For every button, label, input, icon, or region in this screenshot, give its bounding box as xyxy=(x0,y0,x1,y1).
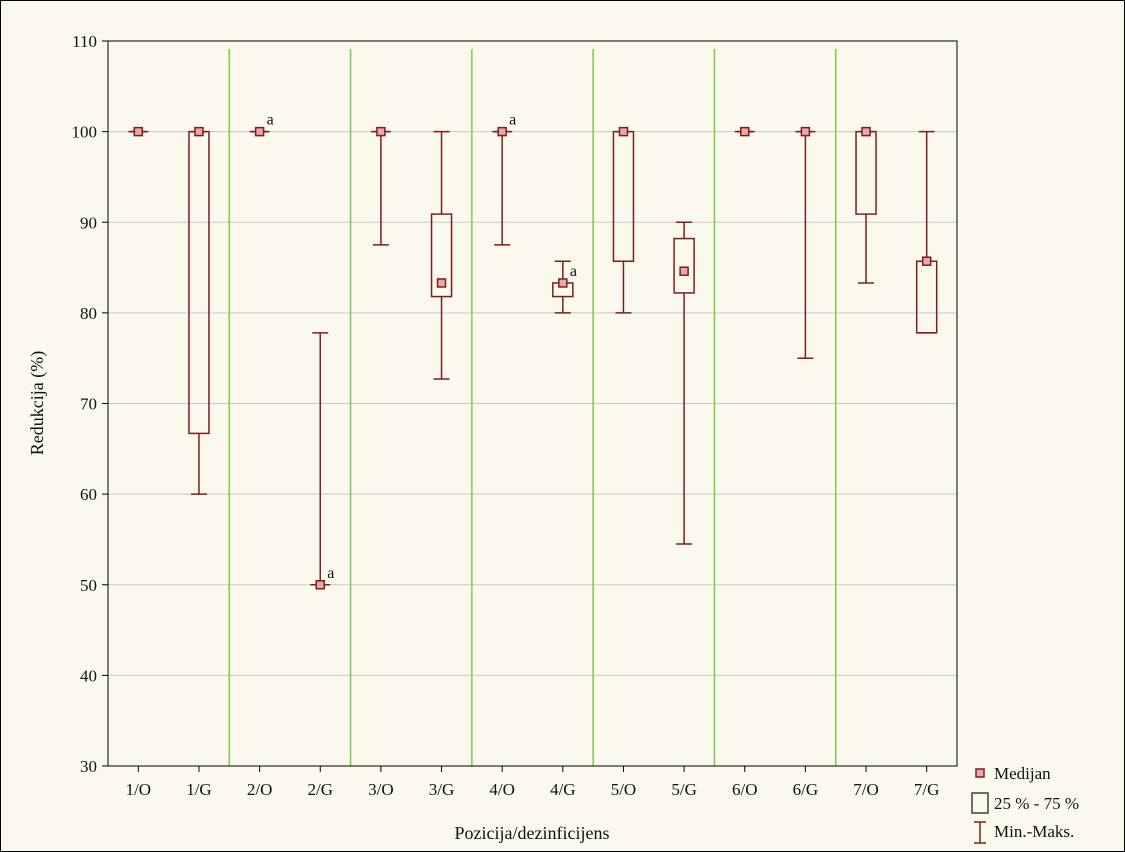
x-tick-label-7/G: 7/G xyxy=(914,780,940,799)
box-group-7/G xyxy=(915,130,938,334)
x-axis-ticks: 1/O 1/G 2/O 2/G 3/O 3/G 4/O 4/G 5/O 5/G 6/O 6/G 7/O 7… xyxy=(126,766,940,799)
legend-median-swatch xyxy=(975,768,985,778)
box-group-3/O xyxy=(370,126,391,246)
box-group-1/O xyxy=(128,126,149,137)
median-marker-5/O xyxy=(618,126,629,137)
median-marker-4/G xyxy=(558,278,568,288)
box-iqr-7/G xyxy=(915,260,938,334)
median-marker-1/O xyxy=(133,126,144,137)
x-tick-label-6/O: 6/O xyxy=(732,780,758,799)
box-iqr-5/G xyxy=(673,237,695,294)
y-tick-label-40: 40 xyxy=(80,666,97,685)
y-axis-ticks: 30 40 50 60 70 80 90 100 110 xyxy=(72,32,108,776)
median-marker-3/G xyxy=(436,278,447,288)
y-tick-label-100: 100 xyxy=(72,123,98,142)
legend-label-box: 25 % - 75 % xyxy=(994,794,1079,813)
box-iqr-5/O xyxy=(612,130,635,262)
x-tick-label-4/O: 4/O xyxy=(489,780,515,799)
y-tick-label-60: 60 xyxy=(80,485,97,504)
median-marker-3/O xyxy=(376,126,386,137)
annotation-2/G: a xyxy=(327,565,334,582)
y-tick-label-80: 80 xyxy=(80,304,97,323)
box-iqr-7/O xyxy=(855,130,877,215)
x-tick-label-1/O: 1/O xyxy=(126,780,152,799)
legend: Medijan 25 % - 75 % Min.-Maks. xyxy=(971,764,1079,844)
box-group-2/O: a xyxy=(249,112,274,137)
y-tick-label-110: 110 xyxy=(72,32,97,51)
median-marker-6/G xyxy=(800,126,811,137)
x-tick-label-3/O: 3/O xyxy=(368,780,394,799)
boxes-layer: a a a a xyxy=(128,112,938,590)
median-marker-2/O xyxy=(254,126,265,137)
y-tick-label-70: 70 xyxy=(80,395,97,414)
x-axis-title: Pozicija/dezinficijens xyxy=(455,823,610,843)
x-tick-label-4/G: 4/G xyxy=(550,780,576,799)
x-tick-label-1/G: 1/G xyxy=(186,780,212,799)
median-marker-5/G xyxy=(679,266,689,276)
median-marker-7/O xyxy=(861,126,871,137)
x-tick-label-5/O: 5/O xyxy=(611,780,637,799)
legend-label-whisker: Min.-Maks. xyxy=(994,822,1074,841)
box-group-6/O xyxy=(734,126,755,137)
y-tick-label-50: 50 xyxy=(80,576,97,595)
annotation-2/O: a xyxy=(267,112,274,129)
x-tick-label-2/O: 2/O xyxy=(247,780,273,799)
annotation-4/G: a xyxy=(570,263,577,280)
median-marker-6/O xyxy=(740,126,750,137)
median-marker-2/G xyxy=(315,580,325,590)
box-iqr-1/G xyxy=(188,130,210,435)
box-group-1/G xyxy=(188,126,210,495)
x-tick-label-3/G: 3/G xyxy=(429,780,455,799)
x-tick-label-5/G: 5/G xyxy=(671,780,697,799)
x-tick-label-7/O: 7/O xyxy=(853,780,879,799)
legend-label-median: Medijan xyxy=(994,764,1051,783)
median-marker-1/G xyxy=(194,126,204,137)
box-iqr-3/G xyxy=(430,213,453,298)
median-marker-7/G xyxy=(921,256,932,266)
box-group-4/G: a xyxy=(552,260,577,314)
box-group-6/G xyxy=(795,126,816,359)
y-axis-title: Redukcija (%) xyxy=(27,351,48,455)
grid-layer xyxy=(108,131,957,676)
box-group-5/G xyxy=(673,221,695,545)
box-group-7/O xyxy=(855,126,877,284)
box-group-4/O: a xyxy=(492,112,516,246)
box-group-3/G xyxy=(430,130,453,380)
x-tick-label-2/G: 2/G xyxy=(308,780,334,799)
y-tick-label-30: 30 xyxy=(80,757,97,776)
box-group-5/O xyxy=(612,126,635,314)
annotation-4/O: a xyxy=(509,112,516,129)
group-separators xyxy=(228,49,837,766)
y-tick-label-90: 90 xyxy=(80,213,97,232)
x-tick-label-6/G: 6/G xyxy=(793,780,819,799)
box-group-2/G: a xyxy=(310,332,334,590)
median-marker-4/O xyxy=(497,126,507,137)
legend-box-swatch xyxy=(971,792,989,814)
